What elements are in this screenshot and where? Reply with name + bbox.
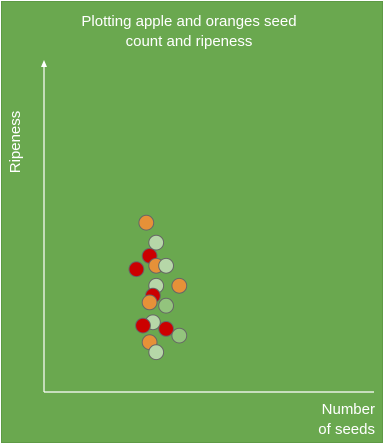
- data-point-15: [171, 327, 188, 344]
- chart-title-line-2: count and ripeness: [126, 33, 253, 50]
- data-point-13: [135, 317, 151, 334]
- x-axis-label-line-1: Number: [322, 401, 375, 418]
- data-point-6: [158, 257, 175, 274]
- data-point-17: [148, 344, 165, 361]
- chart-title-line-1: Plotting apple and oranges seed: [81, 13, 296, 30]
- data-point-2: [148, 234, 165, 251]
- data-point-11: [158, 297, 175, 314]
- data-point-1: [138, 214, 155, 231]
- data-point-14: [158, 321, 175, 337]
- y-axis-arrow: [41, 60, 47, 67]
- data-point-8: [171, 277, 188, 294]
- data-point-4: [128, 261, 145, 278]
- data-points-layer: [128, 214, 188, 361]
- data-point-10: [141, 294, 158, 311]
- y-axis-label: Ripeness: [7, 111, 24, 174]
- axes-layer: [41, 60, 374, 393]
- x-axis-label-line-2: of seeds: [318, 421, 375, 438]
